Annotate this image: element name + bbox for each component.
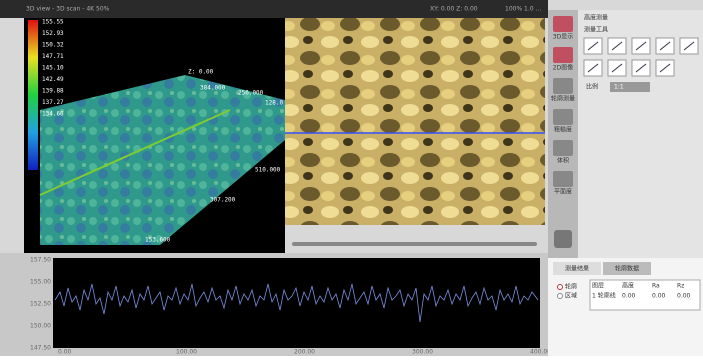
table-cell: 1 轮廓线 — [592, 292, 616, 300]
tool-icon — [659, 63, 671, 73]
sidebar-button[interactable] — [553, 47, 573, 63]
tool-icon — [635, 41, 647, 51]
colorbar-label: 142.49 — [42, 76, 64, 83]
x-tick-label: 300.00 — [412, 349, 433, 356]
y-tick-label: 157.50 — [30, 257, 51, 264]
title-left: 3D view - 3D scan - 4K 50% — [26, 6, 110, 13]
axis-label: 153.600 — [145, 237, 171, 244]
sidebar-label: 体积 — [557, 157, 569, 165]
tab[interactable] — [553, 262, 601, 275]
table-cell: 0.00 — [677, 293, 691, 300]
axis-label: 256.000 — [238, 90, 264, 97]
radio-label: 轮廓 — [565, 283, 577, 291]
axis-label: 307.200 — [210, 197, 236, 204]
x-tick-label: 400.00 — [530, 349, 551, 356]
axis-label: 510.000 — [255, 167, 281, 174]
sidebar-label: 平面度 — [554, 188, 572, 196]
y-tick-label: 152.50 — [30, 301, 51, 308]
x-tick-label: 200.00 — [294, 349, 315, 356]
tools-title: 高度测量 — [584, 14, 608, 22]
scale-label: 比例 — [586, 83, 598, 91]
colorbar-label: 137.27 — [42, 99, 64, 106]
color-bar — [28, 20, 38, 170]
scale-field[interactable] — [610, 82, 650, 92]
tab-label: 轮廓数据 — [615, 265, 639, 273]
tool-icon — [611, 41, 623, 51]
table-header: 高度 — [622, 282, 634, 290]
tool-icon — [683, 41, 695, 51]
profile-line-3d — [39, 109, 231, 196]
corner-label: Z: 0.00 — [188, 69, 214, 76]
profile-plot — [53, 258, 540, 348]
title-right: 100% 1.0 ... — [505, 6, 541, 13]
axis-label: 128.0 — [265, 100, 283, 107]
colorbar-label: 155.55 — [42, 19, 64, 26]
radio-label: 区域 — [565, 292, 577, 300]
table-cell: 0.00 — [652, 293, 666, 300]
colorbar-label: 139.88 — [42, 88, 64, 95]
tools-group: 测量工具 — [584, 26, 608, 34]
tool-icon — [611, 63, 623, 73]
colorbar-label: 134.66 — [42, 111, 64, 118]
colorbar-label: 150.32 — [42, 42, 64, 49]
profile-curve — [54, 283, 539, 323]
table-header: 图层 — [592, 283, 604, 290]
radio[interactable] — [557, 293, 563, 299]
scale-value: 1:1 — [614, 84, 624, 91]
colorbar-label: 147.71 — [42, 53, 64, 60]
colorbar-label: 152.93 — [42, 30, 64, 37]
settings-button[interactable] — [554, 230, 572, 248]
table-header: Ra — [652, 283, 660, 290]
table-header: Rz — [677, 283, 684, 290]
tool-icon — [587, 41, 599, 51]
y-tick-label: 150.00 — [30, 323, 51, 330]
micro-image — [285, 18, 545, 225]
y-tick-label: 155.00 — [30, 279, 51, 286]
sidebar-label: 2D图像 — [553, 64, 573, 72]
title-center: XY: 0.00 Z: 0.00 — [430, 6, 478, 13]
sidebar-button[interactable] — [553, 109, 573, 125]
sidebar-label: 3D显示 — [553, 34, 573, 41]
tab[interactable] — [603, 262, 651, 275]
sidebar-button[interactable] — [553, 16, 573, 32]
table-cell: 0.00 — [622, 293, 636, 300]
tool-icon — [659, 41, 671, 51]
surface-3d — [40, 75, 285, 245]
scrollbar[interactable] — [292, 242, 537, 246]
titlebar — [0, 0, 548, 18]
sidebar-button[interactable] — [553, 78, 573, 94]
tool-icon — [635, 63, 647, 73]
tool-icon — [587, 63, 599, 73]
sidebar-button[interactable] — [553, 140, 573, 156]
table — [589, 279, 701, 311]
axis-label: 384.000 — [200, 85, 226, 92]
x-tick-label: 0.00 — [58, 349, 72, 356]
sidebar-label: 粗糙度 — [554, 126, 572, 134]
radio[interactable] — [557, 284, 563, 290]
colorbar-label: 145.10 — [42, 65, 64, 72]
x-tick-label: 100.00 — [176, 349, 197, 356]
y-tick-label: 147.50 — [30, 345, 51, 352]
sidebar-label: 轮廓测量 — [551, 95, 575, 103]
tab-label: 测量结果 — [565, 265, 589, 273]
sidebar-button[interactable] — [553, 171, 573, 187]
